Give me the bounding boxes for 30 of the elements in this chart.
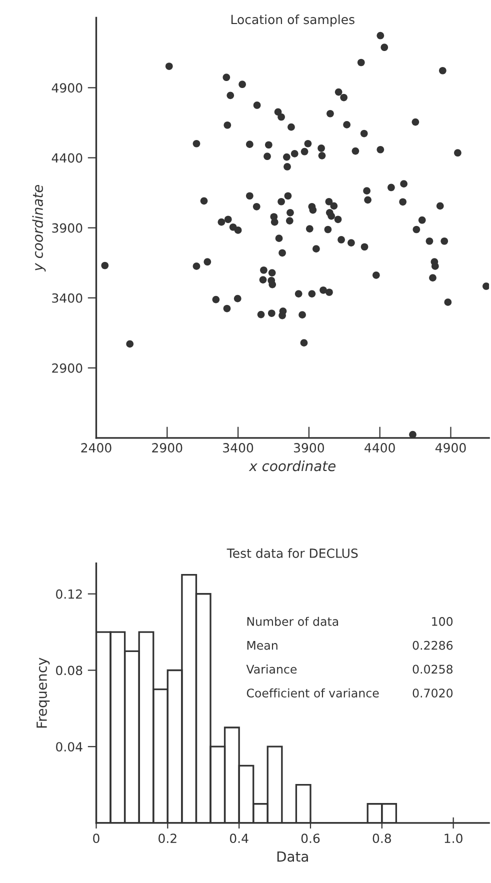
y-tick-label: 0.04 xyxy=(56,742,82,752)
y-tick-label: 4900 xyxy=(52,83,82,93)
x-tick-label: 1.0 xyxy=(444,834,462,844)
chart-title: Location of samples xyxy=(231,14,354,27)
y-axis-title: Frequency xyxy=(36,658,50,728)
x-tick-label: 2400 xyxy=(81,443,112,453)
x-tick-label: 4400 xyxy=(364,443,395,453)
y-tick-label: 0.12 xyxy=(56,589,82,599)
y-tick-label: 3900 xyxy=(52,223,82,233)
text: Variance 0.0258 xyxy=(246,664,453,674)
y-axis-title: y coordinate xyxy=(32,184,46,272)
y-tick-label: 0.08 xyxy=(56,666,82,676)
x-tick-label: 3900 xyxy=(294,443,324,453)
text: Mean 0.2286 xyxy=(247,640,453,650)
text: Number of data 100 xyxy=(247,616,453,626)
x-axis-title: Data xyxy=(277,851,308,862)
x-tick-label: 0 xyxy=(93,834,100,844)
y-tick-label: 3400 xyxy=(52,293,82,303)
x-tick-label: 0.6 xyxy=(301,834,320,844)
text: Coefficient of variance 0.7020 xyxy=(246,688,453,698)
chart-title: Test data for DECLUS xyxy=(226,548,358,558)
y-tick-label: 2900 xyxy=(52,363,82,373)
x-tick-label: 2900 xyxy=(152,443,182,453)
x-tick-label: 0.4 xyxy=(230,834,248,844)
y-tick-label: 4400 xyxy=(52,153,82,163)
x-tick-label: 3400 xyxy=(223,443,254,453)
x-axis-title: x coordinate xyxy=(248,460,336,472)
x-tick-label: 0.2 xyxy=(158,834,176,844)
x-tick-label: 0.8 xyxy=(372,834,391,844)
x-tick-label: 4900 xyxy=(435,443,466,453)
